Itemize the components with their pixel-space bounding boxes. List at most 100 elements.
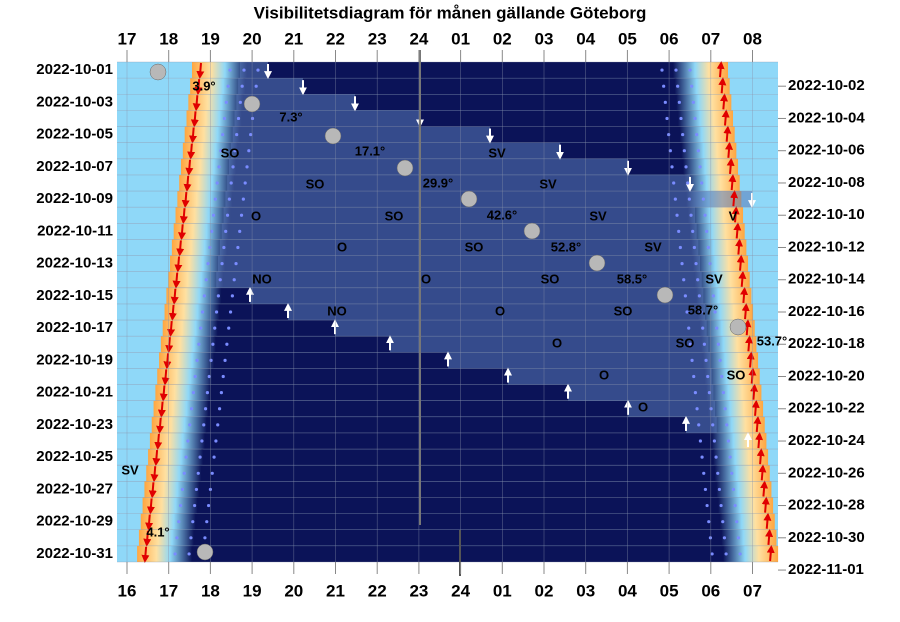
dusk (160, 336, 216, 353)
moon-icon (243, 95, 261, 113)
sunset-arrow (163, 353, 172, 370)
twilight-dot (213, 197, 217, 201)
twilight-dot (227, 326, 231, 330)
moon-band (335, 320, 707, 337)
twilight-dot (184, 455, 188, 459)
dawn (704, 368, 760, 385)
twilight-dot (198, 455, 202, 459)
twilight-dot (688, 68, 692, 72)
right-date: 2022-10-02 (788, 77, 865, 94)
moon-band (238, 78, 303, 95)
twilight-dot (714, 455, 718, 459)
moon-band (218, 255, 701, 272)
sunrise-arrow (733, 222, 742, 239)
left-date: 2022-10-13 (36, 255, 113, 272)
twilight-dot (715, 326, 719, 330)
twilight-dot (683, 294, 687, 298)
dawn (698, 303, 754, 321)
altitude-label: 58.7° (688, 302, 719, 317)
dusk (168, 271, 224, 288)
twilight-dot (700, 181, 704, 185)
dusk (177, 191, 233, 208)
twilight-dot (221, 132, 225, 137)
night (197, 481, 719, 498)
twilight-dot (192, 503, 197, 508)
twilight-dot (241, 197, 245, 201)
sunrise-arrow (743, 319, 752, 336)
direction-label: O (552, 335, 562, 350)
sunrise-arrow (741, 302, 750, 320)
twilight-dot (700, 455, 704, 459)
dawn (691, 239, 747, 256)
direction-label: O (337, 239, 347, 254)
night (199, 465, 717, 482)
twilight-dot (724, 552, 728, 556)
sunset-arrow (190, 111, 199, 128)
left-date: 2022-10-17 (36, 319, 113, 336)
sunset-arrow (196, 62, 205, 80)
bottom-hour-label: 02 (535, 581, 554, 600)
twilight-dot (665, 116, 669, 121)
night (195, 497, 721, 514)
direction-label: SO (306, 176, 325, 191)
sunrise-arrow (755, 431, 764, 449)
sunrise-arrow (726, 157, 735, 174)
twilight-dot (234, 262, 238, 266)
twilight-dot (245, 165, 249, 169)
twilight-dot (679, 116, 683, 121)
twilight-dot (735, 520, 739, 524)
twilight-dot (202, 294, 206, 298)
direction-label: SO (465, 239, 484, 254)
sunrise-arrow (753, 415, 762, 433)
twilight-dot (691, 100, 695, 104)
top-hour-label: 17 (118, 29, 137, 48)
twilight-dot (680, 262, 684, 266)
twilight-dot (207, 374, 211, 379)
sunrise-arrow (751, 399, 760, 416)
right-date: 2022-10-22 (788, 400, 865, 417)
twilight-dot (195, 358, 199, 362)
twilight-dot (716, 471, 720, 475)
right-date: 2022-10-30 (788, 529, 865, 546)
twilight-dot (197, 342, 201, 346)
sunrise-arrow (745, 335, 754, 352)
bottom-hour-label: 06 (701, 581, 720, 600)
dawn (714, 465, 770, 482)
sunset-arrow (146, 498, 155, 515)
moon-band (221, 223, 697, 240)
twilight-dot (191, 391, 195, 395)
direction-label: SO (676, 335, 695, 350)
dawn (681, 142, 737, 159)
night (191, 529, 724, 546)
dusk (144, 481, 200, 498)
night (206, 400, 711, 417)
bottom-hour-label: 22 (368, 581, 387, 600)
twilight-dot (256, 68, 260, 72)
direction-label: O (599, 367, 609, 382)
twilight-dot (689, 213, 693, 217)
twilight-dot (697, 294, 701, 298)
bottom-hour-label: 16 (118, 581, 137, 600)
twilight-dot (203, 536, 207, 540)
twilight-dot (242, 68, 246, 72)
right-date: 2022-10-24 (788, 432, 865, 449)
twilight-dot (211, 342, 215, 346)
twilight-dot (697, 423, 701, 427)
twilight-dot (214, 439, 218, 443)
dusk (190, 78, 246, 95)
top-hour-label: 23 (368, 29, 387, 48)
twilight-dot (667, 132, 671, 137)
top-hour-label: 05 (618, 29, 637, 48)
moon-icon (196, 543, 214, 561)
twilight-dot (682, 149, 686, 153)
altitude-label: 52.8° (551, 239, 582, 254)
dawn (679, 126, 735, 143)
twilight-dot (209, 358, 213, 362)
dawn (693, 255, 749, 272)
twilight-dot (220, 262, 224, 266)
twilight-dot (675, 213, 679, 217)
sunset-arrow (176, 240, 185, 257)
altitude-label: 3.9° (192, 78, 215, 93)
direction-label: SO (727, 367, 746, 382)
moon-icon (324, 127, 342, 145)
